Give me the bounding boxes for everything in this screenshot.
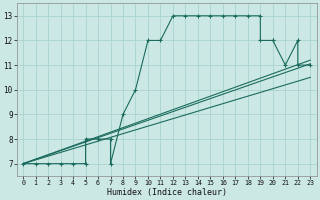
X-axis label: Humidex (Indice chaleur): Humidex (Indice chaleur): [107, 188, 227, 197]
